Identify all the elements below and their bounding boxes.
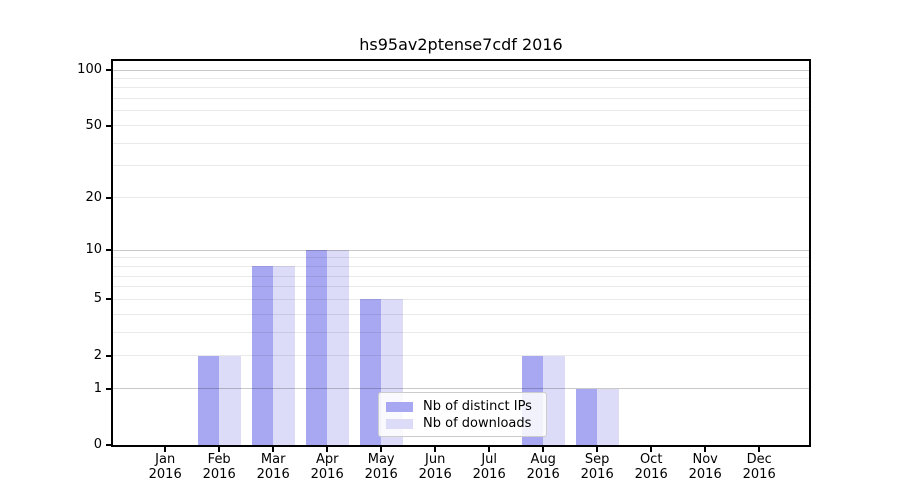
y-tick-label-5: 5 xyxy=(93,291,102,307)
bar-downloads-sep xyxy=(597,388,619,445)
gridline-60 xyxy=(113,110,809,112)
x-tick-label-oct: Oct 2016 xyxy=(634,452,668,482)
top-spine xyxy=(111,59,811,61)
y-tick-0 xyxy=(106,444,112,446)
bar-downloads-mar xyxy=(273,266,295,445)
legend-swatch-downloads-icon xyxy=(386,418,413,429)
legend-swatch-distinct-ips-icon xyxy=(386,401,413,412)
y-tick-2 xyxy=(106,354,112,357)
bar-downloads-aug xyxy=(543,355,565,445)
gridline-50 xyxy=(113,125,809,127)
bottom-spine xyxy=(111,445,811,447)
y-tick-20 xyxy=(106,196,112,199)
legend-label-downloads: Nb of downloads xyxy=(423,416,532,431)
chart-title: hs95av2ptense7cdf 2016 xyxy=(359,35,563,54)
x-tick-label-jan: Jan 2016 xyxy=(148,452,182,482)
x-tick-feb xyxy=(218,447,221,452)
gridline-4 xyxy=(113,313,809,315)
x-tick-label-aug: Aug 2016 xyxy=(526,452,560,482)
legend: Nb of distinct IPs Nb of downloads xyxy=(378,392,547,437)
x-tick-label-dec: Dec 2016 xyxy=(742,452,776,482)
x-tick-sep xyxy=(596,447,599,452)
gridline-40 xyxy=(113,142,809,144)
bar-distinct-ips-may xyxy=(359,299,382,445)
gridline-7 xyxy=(113,275,809,277)
y-tick-50 xyxy=(106,124,112,127)
x-tick-jul xyxy=(488,447,491,452)
right-spine xyxy=(809,59,811,447)
gridline-decade-100 xyxy=(113,69,809,71)
gridline-20 xyxy=(113,197,809,199)
x-tick-dec xyxy=(758,447,761,452)
gridline-5 xyxy=(113,298,809,300)
x-tick-label-apr: Apr 2016 xyxy=(310,452,344,482)
x-tick-mar xyxy=(272,447,275,452)
x-tick-label-jul: Jul 2016 xyxy=(472,452,506,482)
gridline-2 xyxy=(113,355,809,357)
left-spine xyxy=(111,59,113,447)
x-tick-label-sep: Sep 2016 xyxy=(580,452,614,482)
bar-downloads-feb xyxy=(219,355,241,445)
x-tick-label-jun: Jun 2016 xyxy=(418,452,452,482)
gridline-8 xyxy=(113,265,809,267)
bar-distinct-ips-sep xyxy=(575,388,598,445)
gridline-decade-10 xyxy=(113,249,809,251)
gridline-3 xyxy=(113,331,809,333)
y-tick-1 xyxy=(106,387,112,390)
x-tick-aug xyxy=(542,447,545,452)
x-tick-may xyxy=(380,447,383,452)
y-tick-5 xyxy=(106,298,112,301)
x-tick-nov xyxy=(704,447,707,452)
y-tick-label-20: 20 xyxy=(85,189,102,205)
legend-label-distinct-ips: Nb of distinct IPs xyxy=(423,399,532,414)
bar-distinct-ips-apr xyxy=(305,250,328,445)
gridline-6 xyxy=(113,286,809,288)
gridline-90 xyxy=(113,77,809,79)
gridline-9 xyxy=(113,257,809,259)
gridline-70 xyxy=(113,98,809,100)
x-tick-label-feb: Feb 2016 xyxy=(202,452,236,482)
y-tick-label-0: 0 xyxy=(93,437,102,452)
x-tick-jan xyxy=(164,447,167,452)
x-tick-apr xyxy=(326,447,329,452)
y-tick-label-100: 100 xyxy=(77,62,102,77)
y-tick-100 xyxy=(106,69,112,71)
bar-downloads-apr xyxy=(327,250,349,445)
y-tick-label-50: 50 xyxy=(85,117,102,133)
y-tick-label-10: 10 xyxy=(85,242,102,258)
gridline-30 xyxy=(113,165,809,167)
x-tick-jun xyxy=(434,447,437,452)
x-tick-label-nov: Nov 2016 xyxy=(688,452,722,482)
legend-item-distinct-ips: Nb of distinct IPs xyxy=(379,398,546,415)
bar-distinct-ips-mar xyxy=(251,266,274,445)
x-tick-oct xyxy=(650,447,653,452)
x-tick-label-may: May 2016 xyxy=(364,452,398,482)
gridline-decade-1 xyxy=(113,388,809,390)
legend-item-downloads: Nb of downloads xyxy=(379,415,546,432)
y-tick-10 xyxy=(106,249,112,252)
bar-distinct-ips-feb xyxy=(197,355,220,445)
gridline-80 xyxy=(113,87,809,89)
y-tick-label-1: 1 xyxy=(93,380,102,396)
y-tick-label-2: 2 xyxy=(93,347,102,363)
x-tick-label-mar: Mar 2016 xyxy=(256,452,290,482)
